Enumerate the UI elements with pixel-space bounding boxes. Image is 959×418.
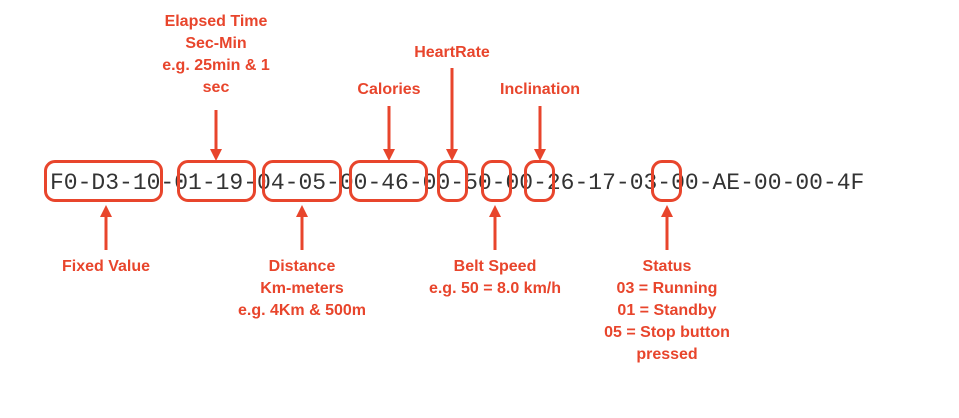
elapsed-time-box <box>177 160 256 202</box>
inclination-box <box>524 160 555 202</box>
distance-label: Distance Km-meters e.g. 4Km & 500m <box>237 258 367 319</box>
fixed-value-label: Fixed Value <box>61 258 151 275</box>
fixed-value-box <box>44 160 163 202</box>
belt-speed-box <box>481 160 512 202</box>
belt-speed-label: Belt Speed e.g. 50 = 8.0 km/h <box>428 258 562 297</box>
elapsed-time-label: Elapsed Time Sec-Min e.g. 25min & 1 sec <box>162 13 270 96</box>
heart-rate-box <box>437 160 468 202</box>
calories-label: Calories <box>357 81 421 98</box>
calories-box <box>349 160 428 202</box>
status-box <box>651 160 682 202</box>
inclination-label: Inclination <box>500 81 580 98</box>
distance-box <box>262 160 342 202</box>
status-label: Status 03 = Running 01 = Standby 05 = St… <box>604 258 730 363</box>
heart-rate-label: HeartRate <box>414 44 490 61</box>
